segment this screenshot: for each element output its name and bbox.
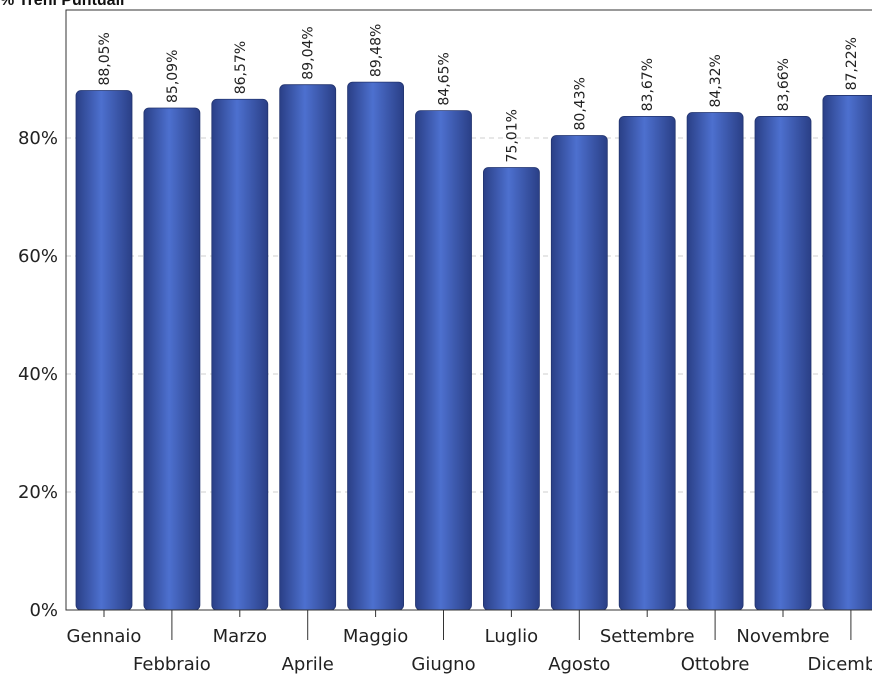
bar-value-label: 84,32%: [708, 54, 724, 107]
bar: [822, 95, 872, 611]
x-tick-label: Aprile: [282, 654, 334, 675]
bar: [279, 84, 337, 611]
bars: [75, 81, 872, 611]
bar-value-label: 87,22%: [844, 37, 860, 90]
bar: [686, 112, 744, 611]
bar-value-label: 89,48%: [369, 24, 385, 77]
bar-value-label: 86,57%: [233, 41, 249, 94]
y-tick-label: 40%: [18, 364, 58, 385]
x-tick-label: Settembre: [600, 626, 695, 647]
chart-title: % Treni Puntuali: [0, 0, 125, 9]
x-tick-label: Maggio: [343, 626, 408, 647]
bar-value-label: 89,04%: [301, 26, 317, 79]
bar-value-label: 85,09%: [165, 50, 181, 103]
x-tick-label: Dicembre: [807, 654, 872, 675]
x-tick-label: Marzo: [213, 626, 267, 647]
x-tick-label: Agosto: [548, 654, 610, 675]
bar-value-label: 84,65%: [437, 52, 453, 105]
bar: [143, 107, 201, 611]
bar-value-label: 83,67%: [640, 58, 656, 111]
y-tick-label: 0%: [29, 600, 58, 621]
bar: [347, 81, 405, 611]
axes: [65, 9, 872, 640]
x-tick-label: Luglio: [485, 626, 539, 647]
plot-frame: [65, 9, 872, 611]
x-tick-label: Gennaio: [67, 626, 142, 647]
x-tick-label: Novembre: [736, 626, 829, 647]
x-tick-label: Febbraio: [133, 654, 211, 675]
bar: [75, 90, 133, 611]
bar: [482, 167, 540, 611]
labels: 0% 20% 40% 60% 80% 88,05% Gennaio 85,09% Febbrai…: [18, 24, 872, 675]
y-tick-label: 20%: [18, 482, 58, 503]
y-tick-label: 60%: [18, 246, 58, 267]
bar-value-label: 75,01%: [504, 109, 520, 162]
bar: [211, 98, 269, 611]
bar: [415, 110, 472, 611]
bar: [618, 115, 676, 611]
bar-value-label: 88,05%: [97, 32, 113, 85]
y-tick-label: 80%: [18, 128, 58, 149]
bar: [550, 135, 608, 611]
bar-value-label: 80,43%: [572, 77, 588, 130]
bar-value-label: 83,66%: [776, 58, 792, 111]
bar: [754, 116, 812, 611]
x-tick-label: Ottobre: [681, 654, 750, 675]
x-tick-label: Giugno: [411, 654, 475, 675]
